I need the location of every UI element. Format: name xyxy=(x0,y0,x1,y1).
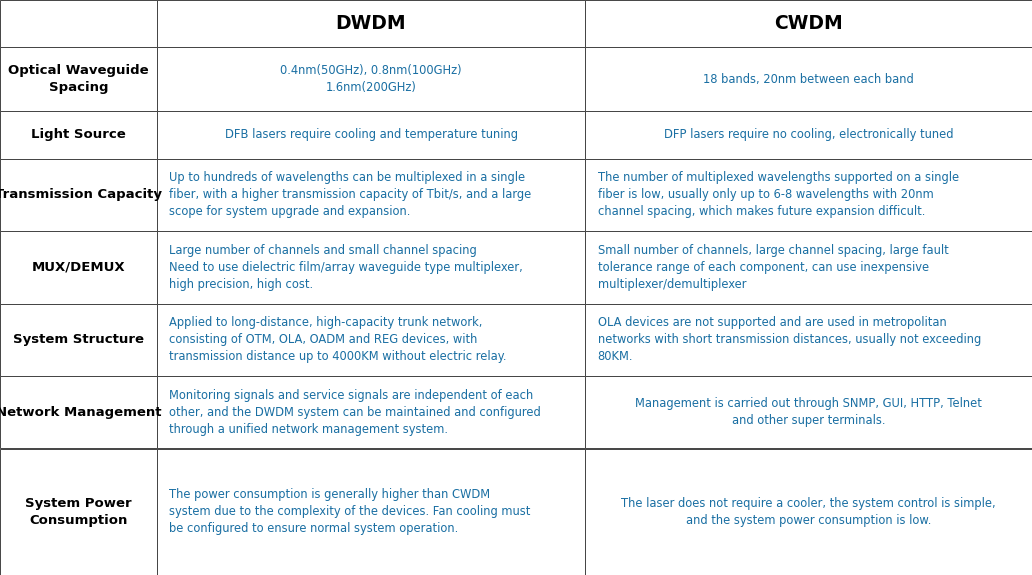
Text: Transmission Capacity: Transmission Capacity xyxy=(0,189,162,201)
Text: OLA devices are not supported and are used in metropolitan
networks with short t: OLA devices are not supported and are us… xyxy=(598,316,980,363)
Bar xyxy=(157,304,585,376)
Text: Applied to long-distance, high-capacity trunk network,
consisting of OTM, OLA, O: Applied to long-distance, high-capacity … xyxy=(169,316,507,363)
Text: The number of multiplexed wavelengths supported on a single
fiber is low, usuall: The number of multiplexed wavelengths su… xyxy=(598,171,959,218)
Text: Optical Waveguide
Spacing: Optical Waveguide Spacing xyxy=(8,64,149,94)
Bar xyxy=(585,304,1032,376)
Bar xyxy=(0,231,157,304)
Bar xyxy=(0,448,157,575)
Bar xyxy=(157,0,585,47)
Text: Monitoring signals and service signals are independent of each
other, and the DW: Monitoring signals and service signals a… xyxy=(169,389,541,436)
Bar xyxy=(585,0,1032,47)
Bar xyxy=(0,0,157,47)
Text: DFB lasers require cooling and temperature tuning: DFB lasers require cooling and temperatu… xyxy=(225,128,517,141)
Text: The laser does not require a cooler, the system control is simple,
and the syste: The laser does not require a cooler, the… xyxy=(621,497,996,527)
Bar xyxy=(157,47,585,111)
Text: System Structure: System Structure xyxy=(13,334,143,346)
Text: Large number of channels and small channel spacing
Need to use dielectric film/a: Large number of channels and small chann… xyxy=(169,244,523,291)
Text: Network Management: Network Management xyxy=(0,406,161,419)
Text: Management is carried out through SNMP, GUI, HTTP, Telnet
and other super termin: Management is carried out through SNMP, … xyxy=(635,397,982,427)
Text: 18 bands, 20nm between each band: 18 bands, 20nm between each band xyxy=(703,72,914,86)
Text: Light Source: Light Source xyxy=(31,128,126,141)
Text: The power consumption is generally higher than CWDM
system due to the complexity: The power consumption is generally highe… xyxy=(169,488,530,535)
Bar xyxy=(585,111,1032,159)
Bar xyxy=(0,376,157,448)
Bar xyxy=(585,47,1032,111)
Text: DFP lasers require no cooling, electronically tuned: DFP lasers require no cooling, electroni… xyxy=(664,128,954,141)
Text: DWDM: DWDM xyxy=(335,14,407,33)
Text: MUX/DEMUX: MUX/DEMUX xyxy=(32,261,125,274)
Bar xyxy=(0,159,157,231)
Bar xyxy=(157,376,585,448)
Bar xyxy=(0,47,157,111)
Bar xyxy=(157,231,585,304)
Bar xyxy=(157,111,585,159)
Bar xyxy=(0,111,157,159)
Text: System Power
Consumption: System Power Consumption xyxy=(25,497,132,527)
Bar xyxy=(157,448,585,575)
Bar xyxy=(585,231,1032,304)
Bar xyxy=(585,448,1032,575)
Bar xyxy=(585,376,1032,448)
Text: Up to hundreds of wavelengths can be multiplexed in a single
fiber, with a highe: Up to hundreds of wavelengths can be mul… xyxy=(169,171,531,218)
Bar xyxy=(585,159,1032,231)
Text: Small number of channels, large channel spacing, large fault
tolerance range of : Small number of channels, large channel … xyxy=(598,244,948,291)
Text: 0.4nm(50GHz), 0.8nm(100GHz)
1.6nm(200GHz): 0.4nm(50GHz), 0.8nm(100GHz) 1.6nm(200GHz… xyxy=(281,64,461,94)
Bar xyxy=(0,304,157,376)
Text: CWDM: CWDM xyxy=(774,14,843,33)
Bar xyxy=(157,159,585,231)
